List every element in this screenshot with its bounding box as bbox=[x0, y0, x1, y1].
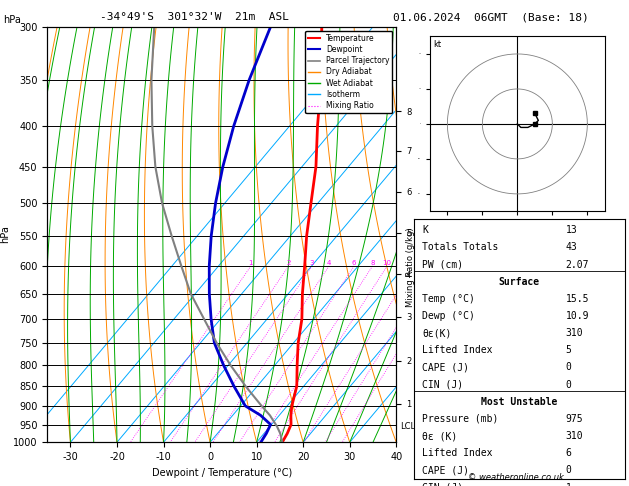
Text: 10: 10 bbox=[382, 260, 392, 266]
Text: 2: 2 bbox=[286, 260, 291, 266]
Text: Mixing Ratio (g/kg): Mixing Ratio (g/kg) bbox=[406, 227, 415, 307]
Y-axis label: km
ASL: km ASL bbox=[414, 226, 433, 243]
Text: Temp (°C): Temp (°C) bbox=[422, 294, 475, 304]
Text: PW (cm): PW (cm) bbox=[422, 260, 464, 270]
Text: Dewp (°C): Dewp (°C) bbox=[422, 311, 475, 321]
X-axis label: Dewpoint / Temperature (°C): Dewpoint / Temperature (°C) bbox=[152, 468, 292, 478]
Text: kt: kt bbox=[433, 40, 442, 49]
Text: hPa: hPa bbox=[3, 15, 21, 25]
Y-axis label: hPa: hPa bbox=[0, 226, 10, 243]
Text: 1: 1 bbox=[565, 483, 572, 486]
Text: 13: 13 bbox=[565, 225, 577, 235]
Text: 8: 8 bbox=[370, 260, 375, 266]
Text: 1: 1 bbox=[248, 260, 253, 266]
Text: 4: 4 bbox=[327, 260, 331, 266]
Text: 0: 0 bbox=[565, 466, 572, 475]
Text: 43: 43 bbox=[565, 243, 577, 252]
Legend: Temperature, Dewpoint, Parcel Trajectory, Dry Adiabat, Wet Adiabat, Isotherm, Mi: Temperature, Dewpoint, Parcel Trajectory… bbox=[305, 31, 392, 113]
Text: θε (K): θε (K) bbox=[422, 431, 457, 441]
Text: © weatheronline.co.uk: © weatheronline.co.uk bbox=[468, 473, 564, 482]
Text: 310: 310 bbox=[565, 431, 583, 441]
Text: LCL: LCL bbox=[401, 422, 416, 431]
Text: 5: 5 bbox=[565, 346, 572, 355]
Text: CIN (J): CIN (J) bbox=[422, 483, 464, 486]
Text: 01.06.2024  06GMT  (Base: 18): 01.06.2024 06GMT (Base: 18) bbox=[392, 12, 589, 22]
Text: CAPE (J): CAPE (J) bbox=[422, 363, 469, 372]
Text: 3: 3 bbox=[309, 260, 314, 266]
Text: 6: 6 bbox=[565, 448, 572, 458]
Text: θε(K): θε(K) bbox=[422, 328, 452, 338]
Text: Lifted Index: Lifted Index bbox=[422, 448, 493, 458]
Text: 20: 20 bbox=[430, 260, 439, 266]
Text: K: K bbox=[422, 225, 428, 235]
Text: 10.9: 10.9 bbox=[565, 311, 589, 321]
Text: Totals Totals: Totals Totals bbox=[422, 243, 499, 252]
Text: -34°49'S  301°32'W  21m  ASL: -34°49'S 301°32'W 21m ASL bbox=[101, 12, 289, 22]
Text: 2.07: 2.07 bbox=[565, 260, 589, 270]
Text: 0: 0 bbox=[565, 380, 572, 390]
Text: 975: 975 bbox=[565, 414, 583, 424]
Text: Surface: Surface bbox=[499, 277, 540, 287]
Text: CAPE (J): CAPE (J) bbox=[422, 466, 469, 475]
Text: CIN (J): CIN (J) bbox=[422, 380, 464, 390]
Text: 15: 15 bbox=[410, 260, 419, 266]
Text: 0: 0 bbox=[565, 363, 572, 372]
Text: 310: 310 bbox=[565, 328, 583, 338]
Text: 15.5: 15.5 bbox=[565, 294, 589, 304]
Text: 25: 25 bbox=[447, 260, 455, 266]
Text: Lifted Index: Lifted Index bbox=[422, 346, 493, 355]
Text: 6: 6 bbox=[352, 260, 357, 266]
Text: Most Unstable: Most Unstable bbox=[481, 397, 557, 407]
Text: Pressure (mb): Pressure (mb) bbox=[422, 414, 499, 424]
